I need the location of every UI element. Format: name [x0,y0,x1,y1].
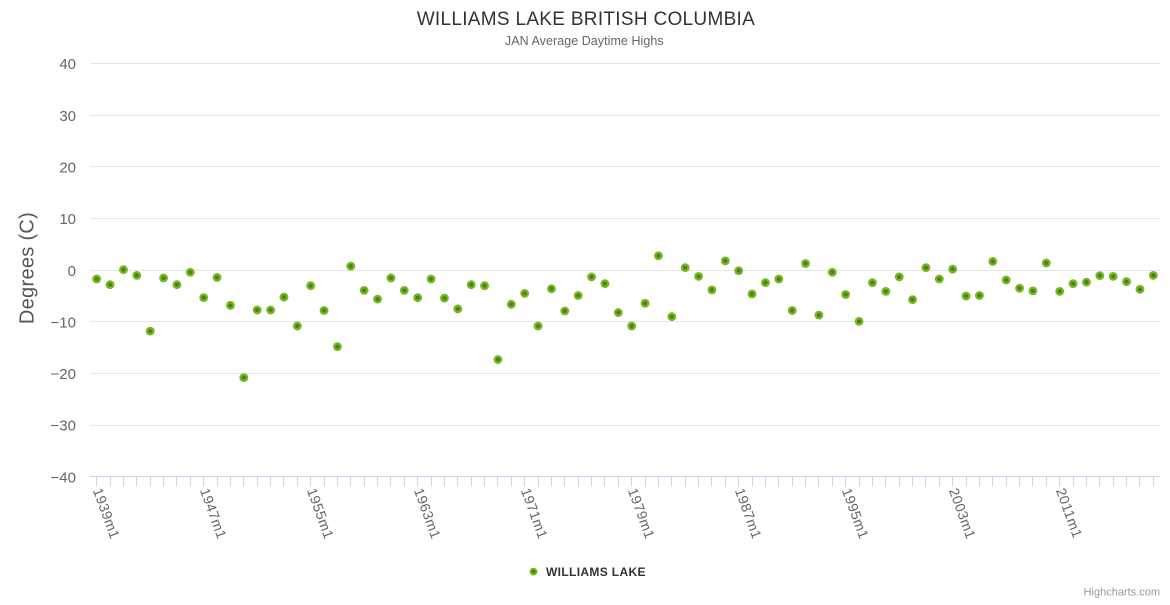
svg-text:40: 40 [59,56,76,73]
svg-text:Degrees (C): Degrees (C) [17,212,39,324]
svg-text:−30: −30 [51,418,76,435]
svg-text:JAN Average Daytime Highs: JAN Average Daytime Highs [505,34,664,48]
svg-text:−20: −20 [51,366,76,383]
svg-text:Highcharts.com: Highcharts.com [1084,587,1160,599]
svg-text:WILLIAMS LAKE: WILLIAMS LAKE [546,565,646,579]
svg-text:20: 20 [59,159,76,176]
svg-text:0: 0 [68,263,76,280]
svg-text:−40: −40 [51,469,76,486]
svg-text:−10: −10 [51,314,76,331]
svg-text:WILLIAMS LAKE BRITISH COLUMBIA: WILLIAMS LAKE BRITISH COLUMBIA [417,9,755,30]
svg-text:30: 30 [59,108,76,125]
svg-text:10: 10 [59,211,76,228]
